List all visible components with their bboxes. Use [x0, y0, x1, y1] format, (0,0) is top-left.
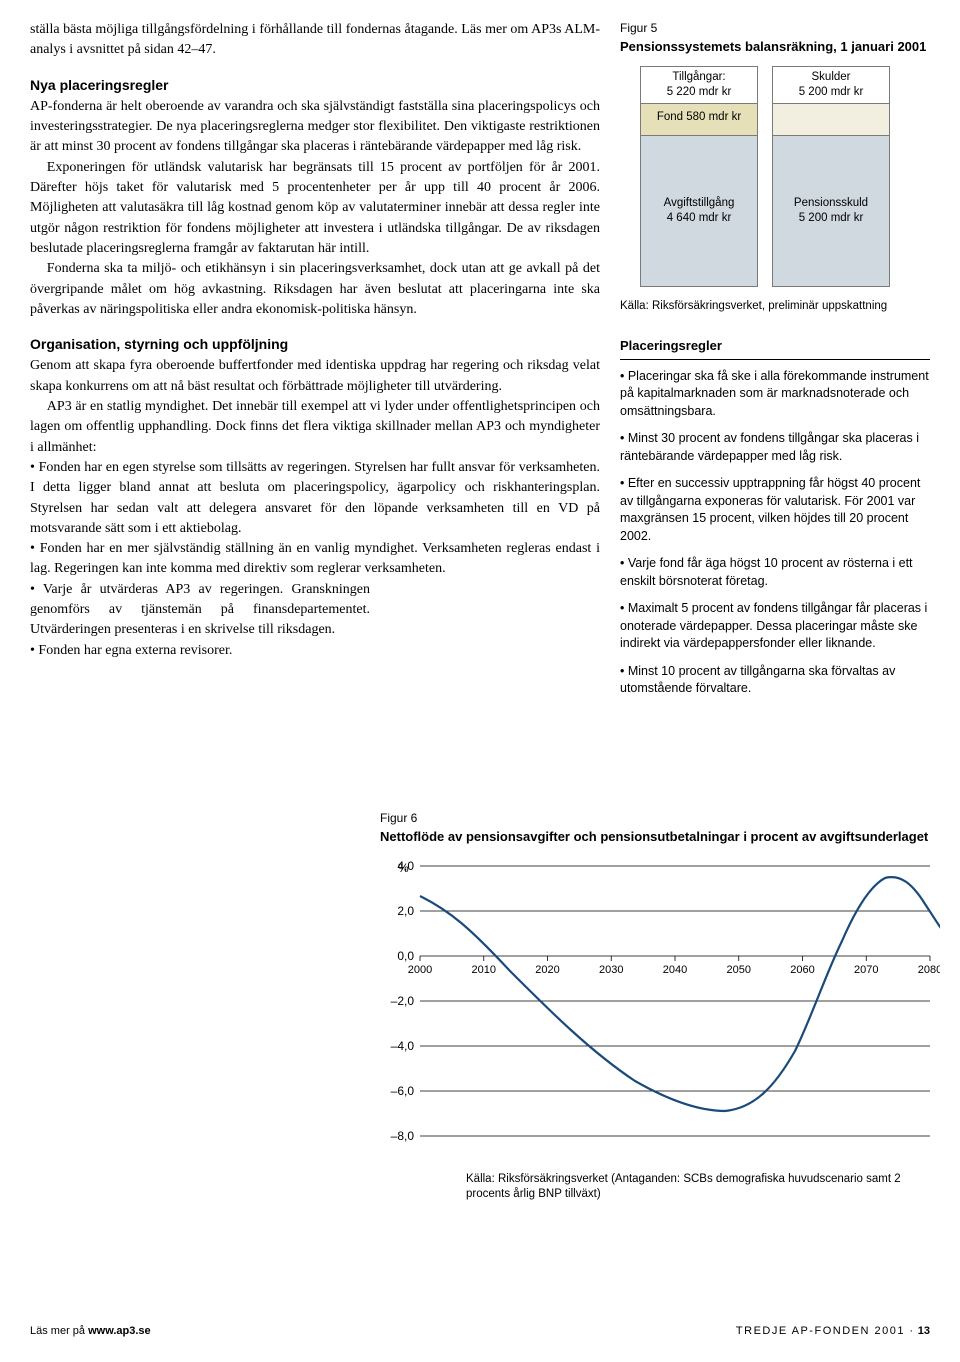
section2-heading: Organisation, styrning och uppföljning: [30, 334, 600, 354]
fig5-assets-seg1: Fond 580 mdr kr: [641, 104, 757, 136]
rules-heading: Placeringsregler: [620, 337, 930, 360]
svg-text:2060: 2060: [790, 964, 814, 976]
main-text-column: ställa bästa möjliga tillgångsfördelning…: [30, 20, 600, 708]
page-footer: Läs mer på www.ap3.se TREDJE AP-FONDEN 2…: [30, 1324, 930, 1340]
fig5-liab-head: Skulder 5 200 mdr kr: [773, 67, 889, 104]
fig5-assets-head: Tillgångar: 5 220 mdr kr: [641, 67, 757, 104]
section2-p1: Genom att skapa fyra oberoende buffertfo…: [30, 356, 600, 397]
footer-left: Läs mer på www.ap3.se: [30, 1324, 151, 1340]
section1-p1: AP-fonderna är helt oberoende av varandr…: [30, 97, 600, 158]
fig5-liab-bar: Skulder 5 200 mdr kr Pensionsskuld 5 200…: [772, 66, 890, 287]
section1-p3: Fonderna ska ta miljö- och etikhänsyn i …: [30, 259, 600, 320]
svg-text:–6,0: –6,0: [391, 1084, 415, 1098]
fig5-label: Figur 5: [620, 20, 930, 37]
fig5-title: Pensionssystemets balansräkning, 1 janua…: [620, 39, 930, 56]
rules-list: • Placeringar ska få ske i alla förekomm…: [620, 368, 930, 698]
section2-bullet2: • Fonden har en mer självständig ställni…: [30, 539, 600, 580]
fig5-assets-seg2: Avgiftstillgång 4 640 mdr kr: [641, 136, 757, 286]
footer-dot: ·: [910, 1325, 914, 1337]
rule-item: • Placeringar ska få ske i alla förekomm…: [620, 368, 930, 421]
fig6-source: Källa: Riksförsäkringsverket (Antaganden…: [466, 1172, 940, 1203]
svg-text:4,0: 4,0: [397, 859, 414, 873]
svg-text:2070: 2070: [854, 964, 878, 976]
svg-text:0,0: 0,0: [397, 949, 414, 963]
fig5-liab-seg2: Pensionsskuld 5 200 mdr kr: [773, 136, 889, 286]
rule-item: • Maximalt 5 procent av fondens tillgång…: [620, 600, 930, 653]
intro-paragraph: ställa bästa möjliga tillgångsfördelning…: [30, 20, 600, 61]
fig6-block: Figur 6 Nettoflöde av pensionsavgifter o…: [380, 810, 940, 1203]
footer-right: TREDJE AP-FONDEN 2001 · 13: [736, 1324, 930, 1340]
sidebar-column: Figur 5 Pensionssystemets balansräkning,…: [620, 20, 930, 708]
fig5-chart: Tillgångar: 5 220 mdr kr Fond 580 mdr kr…: [640, 66, 930, 287]
svg-text:2000: 2000: [408, 964, 432, 976]
svg-text:2040: 2040: [663, 964, 687, 976]
svg-text:2080: 2080: [918, 964, 940, 976]
section1-heading: Nya placeringsregler: [30, 75, 600, 95]
rule-item: • Varje fond får äga högst 10 procent av…: [620, 555, 930, 590]
svg-text:2,0: 2,0: [397, 904, 414, 918]
svg-text:2010: 2010: [472, 964, 496, 976]
svg-text:–4,0: –4,0: [391, 1039, 415, 1053]
fig5-liab-seg1: [773, 104, 889, 136]
rule-item: • Minst 30 procent av fondens tillgångar…: [620, 430, 930, 465]
fig5-source: Källa: Riksförsäkringsverket, preliminär…: [620, 299, 930, 315]
rule-item: • Efter en successiv upptrappning får hö…: [620, 475, 930, 545]
fig6-title: Nettoflöde av pensionsavgifter och pensi…: [380, 829, 940, 846]
section2-bullet3: • Varje år utvärderas AP3 av regeringen.…: [30, 580, 370, 641]
svg-text:2030: 2030: [599, 964, 623, 976]
fig5-assets-bar: Tillgångar: 5 220 mdr kr Fond 580 mdr kr…: [640, 66, 758, 287]
svg-text:2050: 2050: [727, 964, 751, 976]
footer-left-pre: Läs mer på: [30, 1325, 88, 1337]
section2-bullet4: • Fonden har egna externa revisorer.: [30, 641, 370, 661]
svg-text:–8,0: –8,0: [391, 1129, 415, 1143]
section2-bullet1: • Fonden har en egen styrelse som tillsä…: [30, 458, 600, 539]
svg-text:–2,0: –2,0: [391, 994, 415, 1008]
footer-pagenum: 13: [918, 1325, 930, 1337]
footer-url: www.ap3.se: [88, 1325, 151, 1337]
fig6-label: Figur 6: [380, 810, 940, 827]
section1-p2: Exponeringen för utländsk valutarisk har…: [30, 158, 600, 259]
section2-p2: AP3 är en statlig myndighet. Det innebär…: [30, 397, 600, 458]
rule-item: • Minst 10 procent av tillgångarna ska f…: [620, 663, 930, 698]
footer-pub: TREDJE AP-FONDEN 2001: [736, 1325, 905, 1337]
fig6-chart: %4,02,00,0–2,0–4,0–6,0–8,020002010202020…: [380, 856, 940, 1156]
svg-text:2020: 2020: [535, 964, 559, 976]
